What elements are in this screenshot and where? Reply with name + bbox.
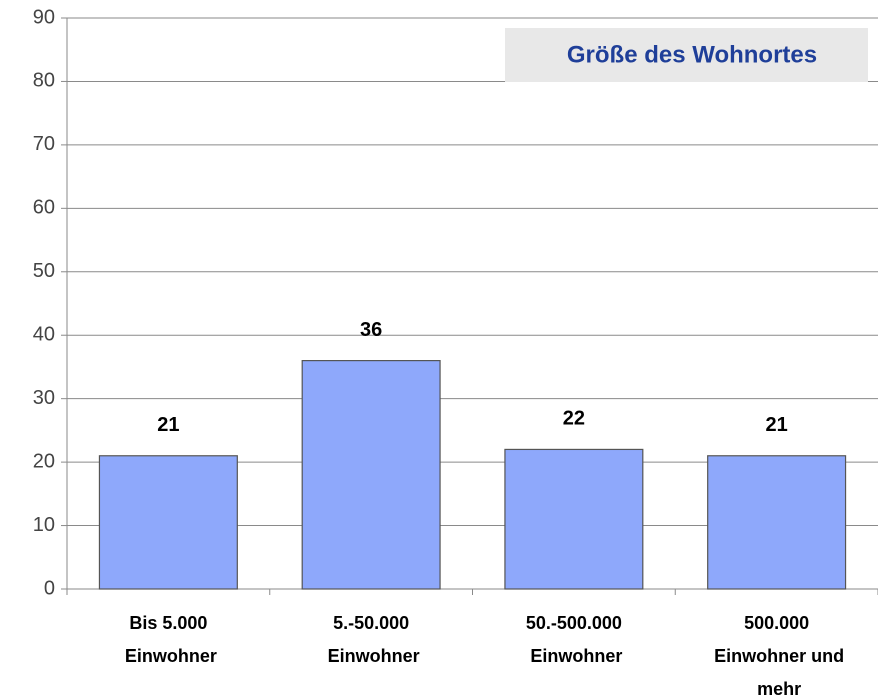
- chart-title: Größe des Wohnortes: [567, 41, 817, 68]
- value-label: 21: [766, 414, 788, 436]
- bar: [98, 455, 238, 590]
- bar: [707, 455, 847, 590]
- bar: [301, 360, 441, 590]
- value-label: 22: [563, 408, 585, 430]
- y-tick-label: 50: [33, 260, 55, 282]
- x-tick-label: 50.-500.000 Einwohner: [525, 613, 622, 666]
- y-tick-label: 90: [33, 6, 55, 28]
- y-tick-label: 10: [33, 514, 55, 536]
- x-tick-label: Bis 5.000 Einwohner: [120, 613, 217, 666]
- y-tick-label: 20: [33, 450, 55, 472]
- y-tick-label: 80: [33, 70, 55, 92]
- bar: [504, 448, 644, 590]
- title-box: [505, 28, 868, 82]
- y-tick-label: 0: [44, 577, 55, 599]
- x-tick-label: 500.000 Einwohner und mehr: [709, 613, 844, 699]
- value-label: 21: [157, 414, 179, 436]
- y-tick-label: 70: [33, 133, 55, 155]
- y-tick-label: 30: [33, 387, 55, 409]
- value-label: 36: [360, 319, 382, 341]
- x-tick-label: 5.-50.000 Einwohner: [323, 613, 420, 666]
- y-tick-label: 60: [33, 197, 55, 219]
- y-tick-label: 40: [33, 324, 55, 346]
